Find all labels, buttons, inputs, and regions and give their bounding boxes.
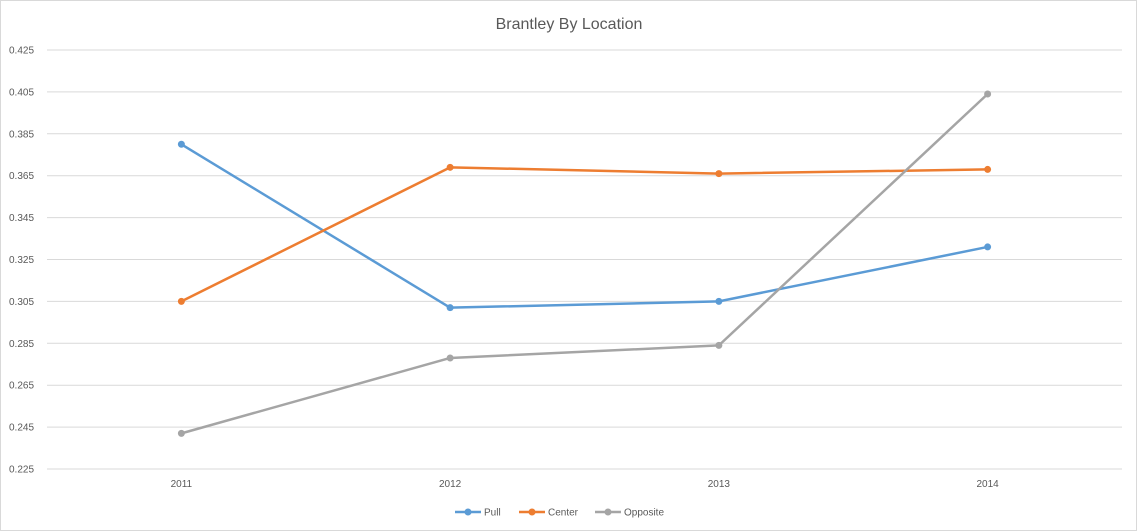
data-point bbox=[446, 304, 454, 312]
y-tick-label: 0.245 bbox=[9, 423, 34, 434]
y-tick-label: 0.405 bbox=[9, 87, 34, 98]
series-opposite bbox=[177, 90, 992, 437]
x-axis-ticks: 2011 2012 2013 2014 bbox=[171, 479, 1000, 490]
legend-item-center: Center bbox=[519, 508, 579, 519]
x-tick-label: 2011 bbox=[171, 479, 193, 490]
legend-item-opposite: Opposite bbox=[595, 508, 664, 519]
y-tick-label: 0.225 bbox=[9, 465, 34, 476]
chart-title: Brantley By Location bbox=[496, 16, 643, 33]
series-line bbox=[181, 93, 989, 435]
data-point bbox=[984, 165, 992, 173]
legend-label: Opposite bbox=[624, 508, 664, 519]
data-point bbox=[177, 429, 185, 437]
series-line bbox=[180, 166, 988, 303]
legend-item-pull: Pull bbox=[455, 508, 501, 519]
x-tick-label: 2013 bbox=[708, 479, 731, 490]
y-tick-label: 0.385 bbox=[9, 129, 34, 140]
data-point bbox=[984, 243, 992, 251]
legend-swatch-marker bbox=[464, 508, 472, 516]
y-tick-label: 0.325 bbox=[9, 255, 34, 266]
y-tick-label: 0.425 bbox=[9, 46, 34, 57]
x-tick-label: 2014 bbox=[977, 479, 1000, 490]
gridlines bbox=[47, 49, 1122, 470]
y-tick-label: 0.265 bbox=[9, 381, 34, 392]
data-point bbox=[177, 140, 185, 148]
data-point bbox=[446, 163, 454, 171]
data-point bbox=[715, 170, 723, 178]
legend-swatch-marker bbox=[528, 508, 536, 516]
series-lines bbox=[177, 90, 992, 437]
legend-swatch-marker bbox=[604, 508, 612, 516]
legend-label: Center bbox=[548, 508, 579, 519]
y-tick-label: 0.345 bbox=[9, 213, 34, 224]
series-pull bbox=[177, 140, 992, 312]
series-center bbox=[177, 163, 992, 305]
y-tick-label: 0.285 bbox=[9, 339, 34, 350]
series-line bbox=[180, 143, 988, 309]
y-tick-label: 0.305 bbox=[9, 297, 34, 308]
legend-label: Pull bbox=[484, 508, 501, 519]
data-point bbox=[446, 354, 454, 362]
data-point bbox=[984, 90, 992, 98]
y-tick-label: 0.365 bbox=[9, 171, 34, 182]
data-point bbox=[715, 297, 723, 305]
data-point bbox=[177, 297, 185, 305]
data-point bbox=[715, 341, 723, 349]
y-axis-ticks: 0.225 0.245 0.265 0.285 0.305 0.325 0.345 0.365… bbox=[9, 46, 34, 476]
legend: Pull Center Opposite bbox=[455, 508, 664, 519]
x-tick-label: 2012 bbox=[439, 479, 462, 490]
